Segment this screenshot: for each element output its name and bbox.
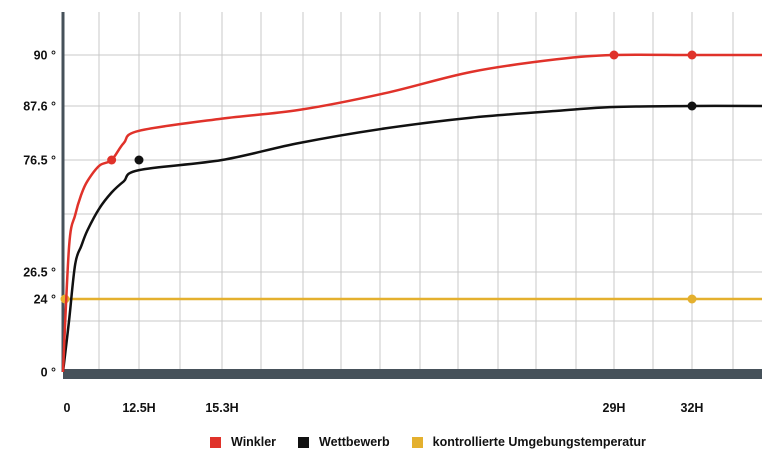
y-tick-label-3: 76.5 °: [23, 154, 56, 168]
legend-swatch-wettbewerb: [298, 436, 310, 448]
y-tick-label-5: 90 °: [34, 49, 56, 63]
x-tick-label-4: 32H: [681, 401, 704, 415]
legend-label-umgebungstemperatur: kontrollierte Umgebungstemperatur: [432, 435, 646, 449]
y-tick-label-0: 0 °: [41, 366, 56, 380]
series-0-marker-2: [687, 50, 697, 60]
series-1-marker-0: [134, 155, 144, 165]
legend-swatch-winkler: [210, 436, 221, 448]
series-2-marker-1: [687, 294, 697, 304]
series-1-marker-1: [687, 101, 697, 111]
y-tick-label-1: 24 °: [34, 293, 56, 307]
y-tick-label-2: 26.5 °: [23, 266, 56, 280]
legend-swatch-umgebungstemperatur: [411, 436, 423, 448]
legend-item-winkler: Winkler: [210, 435, 276, 449]
series-0-marker-0: [107, 155, 117, 165]
series-line-1: [61, 104, 763, 373]
x-axis-bar: [63, 369, 762, 379]
x-tick-label-2: 15.3H: [205, 401, 238, 415]
legend-item-umgebungstemperatur: kontrollierte Umgebungstemperatur: [411, 435, 646, 449]
x-tick-label-1: 12.5H: [122, 401, 155, 415]
series-0-marker-1: [609, 50, 619, 60]
series-line-0: [61, 53, 762, 373]
x-tick-label-0: 0: [64, 401, 71, 415]
legend-label-wettbewerb: Wettbewerb: [319, 435, 390, 449]
legend-label-winkler: Winkler: [231, 435, 277, 449]
y-tick-label-4: 87.6 °: [23, 100, 56, 114]
legend-item-wettbewerb: Wettbewerb: [298, 435, 390, 449]
x-tick-label-3: 29H: [603, 401, 626, 415]
legend: Winkler Wettbewerb kontrollierte Umgebun…: [210, 435, 646, 449]
